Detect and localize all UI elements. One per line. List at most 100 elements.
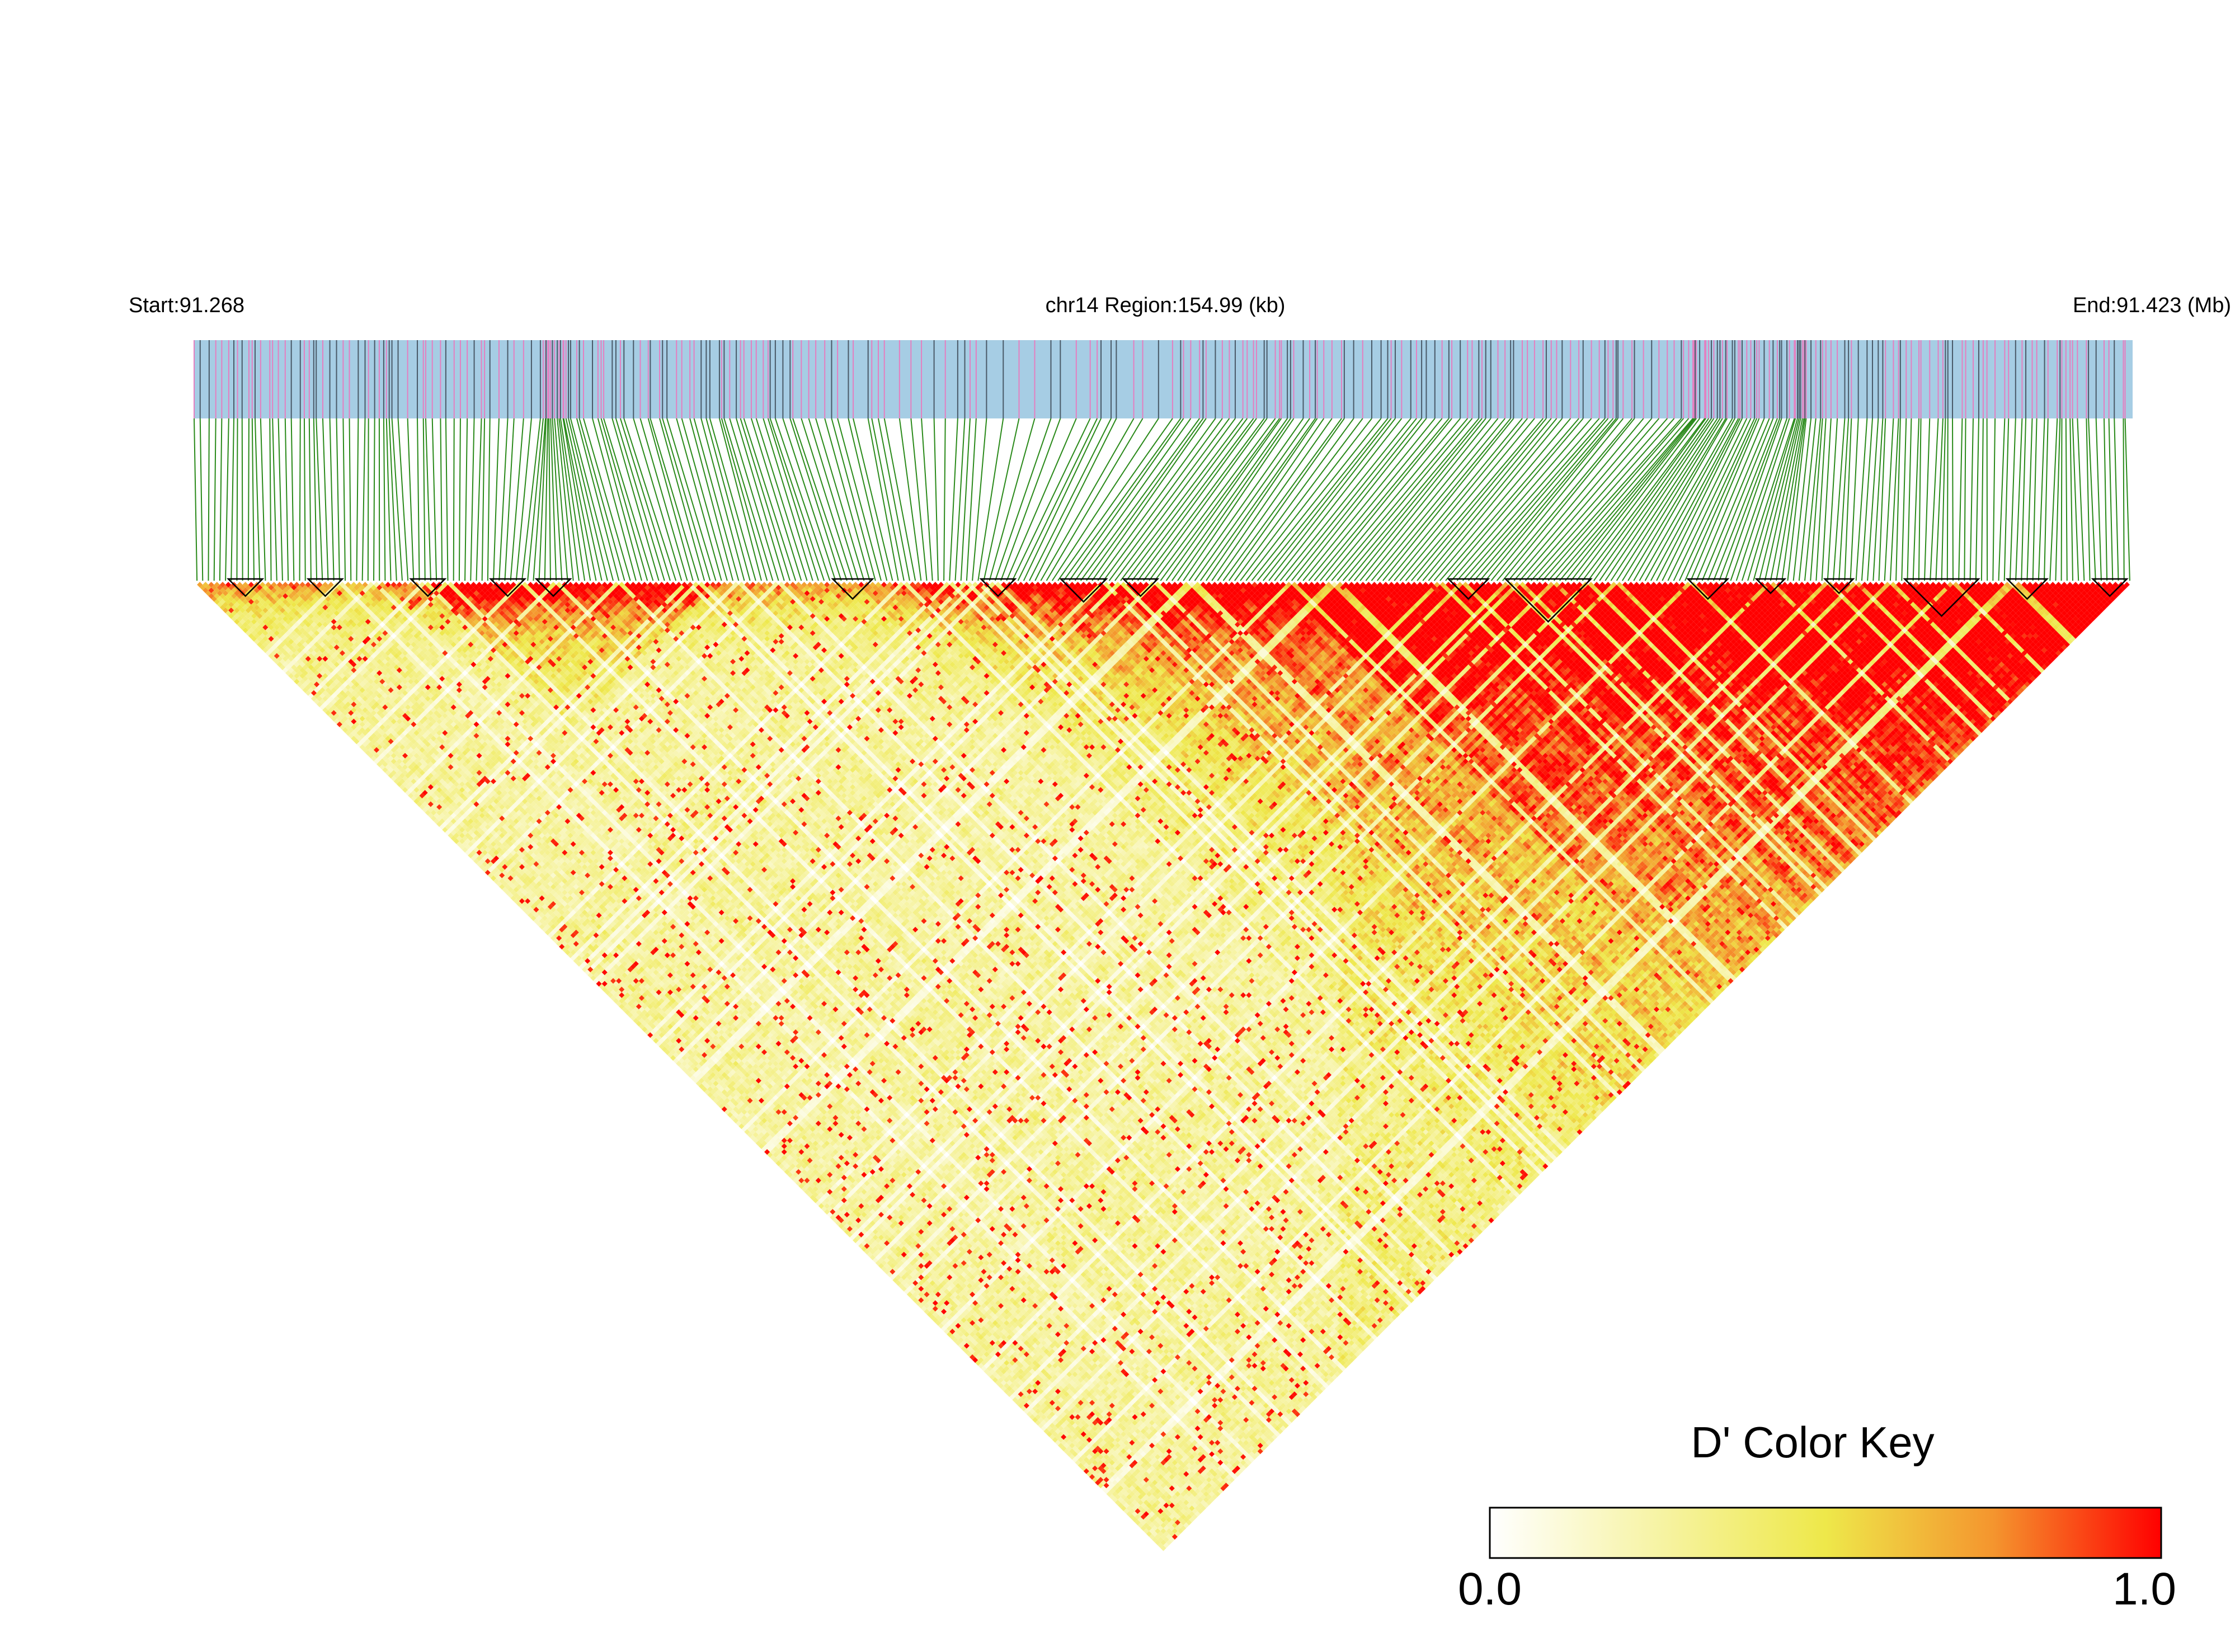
ld-cell <box>567 952 573 958</box>
ld-cell <box>573 958 579 964</box>
snp-connector-line <box>521 418 541 581</box>
snp-connector-line <box>1297 418 1427 581</box>
snp-connector-line <box>322 418 329 581</box>
snp-connector-line <box>1907 418 1912 581</box>
snp-connector-line <box>373 418 375 581</box>
snp-connector-line <box>662 418 711 581</box>
ld-cell <box>736 1121 742 1127</box>
snp-connector-line <box>277 418 283 581</box>
ld-cell <box>941 1325 947 1332</box>
snp-connector-line <box>949 418 958 581</box>
ld-cell <box>947 1331 953 1338</box>
snp-connector-line <box>1622 418 1723 581</box>
ld-cell <box>961 1345 967 1352</box>
ld-cell <box>910 1294 916 1301</box>
ld-cell <box>265 650 271 656</box>
snp-connector-line <box>548 418 551 581</box>
snp-connector-line <box>1029 418 1112 581</box>
snp-connector-line <box>1359 418 1491 581</box>
snp-connector-line <box>1462 418 1606 581</box>
snp-connector-line <box>1394 418 1528 581</box>
ld-cell <box>787 1171 793 1178</box>
end-label: End:91.423 (Mb) <box>2073 294 2231 317</box>
snp-connector-line <box>2124 418 2130 581</box>
ld-cell <box>812 1197 818 1203</box>
snp-connector-line <box>576 418 620 581</box>
snp-connector-line <box>647 418 694 581</box>
ld-cell <box>576 961 582 967</box>
ld-cell <box>425 809 431 816</box>
snp-connector-line <box>1063 418 1182 581</box>
snp-connector-line <box>431 418 437 581</box>
ld-cell <box>676 1061 682 1067</box>
snp-connector-line <box>2095 418 2102 581</box>
snp-connector-line <box>1490 418 1624 581</box>
snp-connector-line <box>1707 418 1774 581</box>
ld-cell <box>522 906 528 913</box>
ld-cell <box>992 1377 998 1383</box>
snp-connector-line <box>877 418 910 581</box>
ld-cell <box>613 998 619 1004</box>
snp-track-background <box>194 340 2133 418</box>
snp-connector-line <box>848 418 888 581</box>
snp-connector-line <box>1753 418 1798 581</box>
snp-connector-line <box>600 418 648 581</box>
ld-cell <box>599 983 605 990</box>
snp-connector-line <box>1912 418 1919 581</box>
snp-connector-line <box>1969 418 1974 581</box>
snp-connector-line <box>1234 418 1354 581</box>
snp-connector-line <box>1034 418 1117 581</box>
ld-cell <box>775 1160 782 1166</box>
snp-connector-line <box>481 418 486 581</box>
snp-connector-line <box>1279 418 1411 581</box>
snp-connector-line <box>1496 418 1632 581</box>
snp-connector-line <box>700 418 745 581</box>
ld-cell <box>490 875 497 881</box>
ld-cell <box>379 764 385 770</box>
ld-cell <box>556 941 562 947</box>
ld-cell <box>331 716 337 722</box>
snp-connector-line <box>1855 418 1868 581</box>
snp-connector-line <box>1930 418 1939 581</box>
snp-connector-line <box>559 418 586 581</box>
ld-cell <box>741 1126 747 1132</box>
snp-connector-line <box>2021 418 2027 581</box>
snp-connector-line <box>445 418 449 581</box>
ld-cell <box>399 784 406 790</box>
snp-connector-line <box>751 418 802 581</box>
snp-connector-line <box>1439 418 1579 581</box>
snp-connector-line <box>385 418 392 581</box>
ld-cell <box>1035 1420 1041 1426</box>
snp-connector-line <box>1405 418 1544 581</box>
ld-cell <box>408 793 414 799</box>
snp-connector-line <box>592 418 637 581</box>
snp-connector-line <box>755 418 808 581</box>
ld-cell <box>513 898 519 904</box>
snp-connector-line <box>1576 418 1700 581</box>
snp-connector-line <box>1467 418 1609 581</box>
snp-connector-line <box>1051 418 1159 581</box>
snp-connector-line <box>943 418 946 581</box>
ld-cell <box>738 1123 745 1129</box>
snp-connector-line <box>1057 418 1173 581</box>
ld-cell <box>858 1243 864 1249</box>
snp-connector-line <box>272 418 277 581</box>
snp-connector-line <box>1872 418 1884 581</box>
ld-cell <box>385 770 391 776</box>
snp-connector-line <box>1240 418 1363 581</box>
ld-cell <box>619 1004 625 1010</box>
ld-cell <box>525 910 531 916</box>
ld-cell <box>704 1089 711 1095</box>
snp-connector-line <box>1542 418 1684 581</box>
ld-cell <box>354 738 360 745</box>
snp-connector-line <box>1667 418 1748 581</box>
ld-cell <box>1015 1400 1021 1406</box>
ld-cell <box>351 736 357 742</box>
snp-connector-line <box>2086 418 2091 581</box>
ld-cell <box>333 718 340 724</box>
ld-cell <box>305 690 311 696</box>
ld-cell <box>975 1360 981 1366</box>
snp-connector-line <box>1656 418 1741 581</box>
snp-connector-line <box>681 418 728 581</box>
ld-cell <box>197 582 203 588</box>
